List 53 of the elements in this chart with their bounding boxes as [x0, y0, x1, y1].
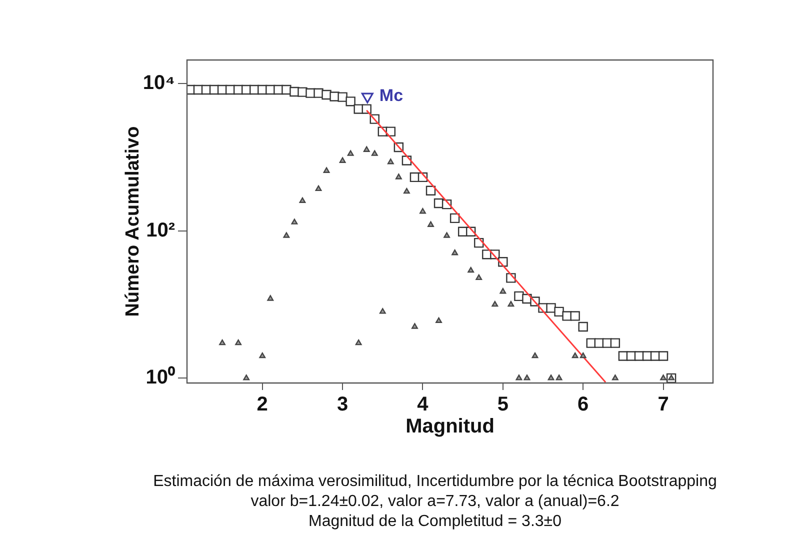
- y-tick-label: 10⁰: [146, 366, 175, 389]
- point: [259, 352, 266, 358]
- point: [243, 374, 250, 380]
- point: [347, 150, 354, 156]
- x-tick-label: 3: [336, 394, 348, 416]
- point: [428, 221, 434, 227]
- point: [452, 250, 458, 256]
- point: [355, 339, 362, 346]
- point: [556, 374, 562, 380]
- point: [283, 232, 290, 238]
- point: [492, 300, 498, 307]
- point: [444, 232, 450, 238]
- point: [436, 317, 442, 323]
- point: [548, 374, 554, 380]
- point: [412, 323, 418, 329]
- point: [500, 288, 506, 294]
- x-tick-label: 2: [256, 394, 268, 416]
- x-tick-label: 5: [497, 394, 508, 416]
- point: [323, 167, 330, 173]
- x-axis-title: Magnitud: [406, 416, 494, 438]
- point: [379, 308, 386, 314]
- y-axis-title: Número Acumulativo: [122, 126, 144, 317]
- point: [660, 374, 666, 380]
- y-tick-label: 10²: [146, 219, 176, 242]
- point: [315, 185, 322, 192]
- point: [572, 352, 578, 358]
- point: [524, 374, 530, 380]
- text: valor b=1.24±0.02, valor a=7.73, valor a (anual)=6.2: [250, 493, 620, 510]
- point: [299, 197, 306, 203]
- point: [404, 188, 410, 194]
- point: [532, 352, 538, 358]
- point: [339, 157, 346, 163]
- x-tick-label: 4: [417, 394, 430, 416]
- x-tick-label: 7: [658, 394, 669, 416]
- x-tick-label: 6: [578, 394, 589, 416]
- point: [291, 218, 298, 224]
- y-tick-label: 10⁴: [142, 72, 175, 94]
- point: [612, 374, 618, 380]
- text: Magnitud de la Completitud = 3.3±0: [308, 513, 562, 530]
- point: [371, 150, 378, 156]
- point: [516, 374, 522, 380]
- point: [267, 295, 274, 301]
- point: [395, 174, 402, 180]
- series-label: Mc: [379, 86, 404, 106]
- point: [219, 339, 226, 346]
- point: [468, 266, 474, 273]
- text: Estimación de máxima verosimilitud, Incertidumbre por la técnica Bootstrapping: [153, 473, 717, 490]
- point: [235, 339, 242, 346]
- point: [387, 158, 394, 164]
- point: [580, 352, 586, 358]
- point: [476, 274, 482, 280]
- point: [508, 300, 514, 307]
- point: [363, 146, 370, 152]
